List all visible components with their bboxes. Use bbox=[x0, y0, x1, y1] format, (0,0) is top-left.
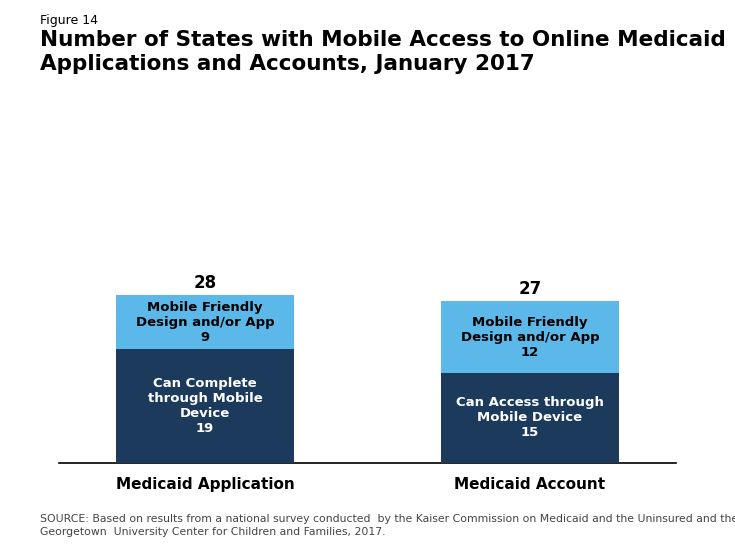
Text: Number of States with Mobile Access to Online Medicaid
Applications and Accounts: Number of States with Mobile Access to O… bbox=[40, 30, 726, 74]
Text: 27: 27 bbox=[518, 280, 542, 298]
Text: Can Access through
Mobile Device
15: Can Access through Mobile Device 15 bbox=[456, 397, 604, 440]
Text: Can Complete
through Mobile
Device
19: Can Complete through Mobile Device 19 bbox=[148, 377, 262, 435]
Bar bbox=[440, 301, 620, 373]
Text: Figure 14: Figure 14 bbox=[40, 14, 98, 27]
Text: Mobile Friendly
Design and/or App
9: Mobile Friendly Design and/or App 9 bbox=[136, 301, 274, 344]
Text: Mobile Friendly
Design and/or App
12: Mobile Friendly Design and/or App 12 bbox=[461, 316, 599, 359]
Bar bbox=[115, 349, 295, 463]
Bar bbox=[115, 295, 295, 349]
Bar bbox=[440, 373, 620, 463]
Text: 28: 28 bbox=[193, 274, 217, 291]
Text: SOURCE: Based on results from a national survey conducted  by the Kaiser Commiss: SOURCE: Based on results from a national… bbox=[40, 514, 735, 537]
